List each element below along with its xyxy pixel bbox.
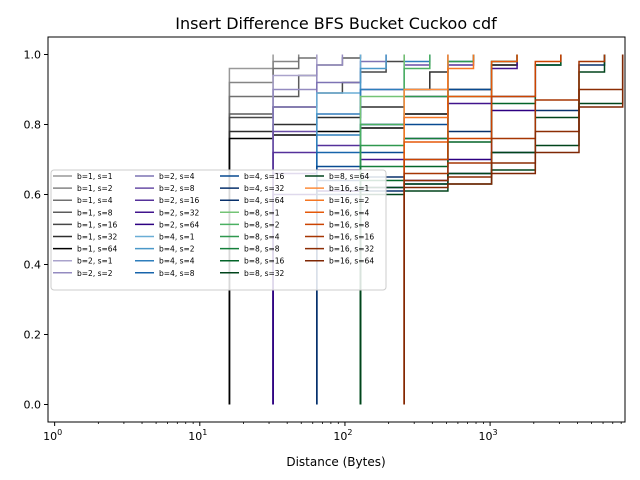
legend-label-28: b=16, s=1 [329, 184, 370, 193]
series-line-16 [316, 54, 431, 405]
y-tick-label-0: 0.0 [24, 399, 42, 412]
legend-label-31: b=16, s=8 [329, 220, 370, 229]
x-tick-exponent-1: 1 [202, 428, 207, 437]
series-line-23 [359, 54, 475, 405]
y-tick-label-2: 0.4 [24, 259, 42, 272]
legend: b=1, s=1 b=1, s=2 b=1, s=4 b=1, s=8 b=1, s=1… [50, 169, 387, 291]
plot-frame [47, 36, 626, 423]
legend-label-11: b=2, s=16 [159, 196, 200, 205]
x-tick-label-0: 100 [43, 428, 62, 443]
legend-label-0: b=1, s=1 [77, 172, 113, 181]
legend-label-16: b=4, s=4 [159, 257, 195, 266]
legend-label-8: b=2, s=2 [77, 269, 113, 278]
legend-label-19: b=4, s=32 [244, 184, 285, 193]
legend-label-15: b=4, s=2 [159, 245, 195, 254]
y-tick-label-5: 1.0 [24, 49, 42, 62]
legend-label-24: b=8, s=8 [244, 245, 280, 254]
series-layer [228, 54, 624, 405]
legend-label-34: b=16, s=64 [329, 257, 374, 266]
legend-label-30: b=16, s=4 [329, 208, 370, 217]
legend-label-1: b=1, s=2 [77, 184, 113, 193]
x-tick-exponent-0: 0 [57, 428, 62, 437]
y-tick-label-3: 0.6 [24, 189, 42, 202]
series-line-30 [403, 54, 518, 405]
series-line-34 [403, 54, 624, 405]
legend-label-26: b=8, s=32 [244, 269, 285, 278]
legend-label-7: b=2, s=1 [77, 257, 113, 266]
legend-label-14: b=4, s=1 [159, 233, 195, 242]
legend-label-20: b=4, s=64 [244, 196, 285, 205]
x-tick-label-3: 103 [479, 428, 498, 443]
x-tick-label-2: 102 [333, 428, 352, 443]
chart-title: Insert Difference BFS Bucket Cuckoo cdf [175, 14, 497, 33]
legend-label-17: b=4, s=8 [159, 269, 195, 278]
legend-label-22: b=8, s=2 [244, 220, 280, 229]
legend-label-3: b=1, s=8 [77, 208, 113, 217]
series-line-29 [403, 54, 475, 405]
series-line-33 [403, 54, 624, 405]
series-line-2 [228, 54, 318, 405]
legend-label-10: b=2, s=8 [159, 184, 195, 193]
y-tick-label-1: 0.2 [24, 329, 42, 342]
legend-label-6: b=1, s=64 [77, 245, 118, 254]
series-line-25 [359, 54, 562, 405]
legend-label-5: b=1, s=32 [77, 233, 118, 242]
legend-label-21: b=8, s=1 [244, 208, 280, 217]
x-axis-label: Distance (Bytes) [286, 455, 385, 469]
x-tick-label-1: 101 [188, 428, 207, 443]
legend-label-18: b=4, s=16 [244, 172, 285, 181]
legend-label-27: b=8, s=64 [329, 172, 370, 181]
y-tick-label-4: 0.8 [24, 119, 42, 132]
x-tick-exponent-3: 3 [493, 428, 498, 437]
legend-label-13: b=2, s=64 [159, 220, 200, 229]
legend-label-25: b=8, s=16 [244, 257, 285, 266]
series-line-9 [272, 54, 387, 405]
legend-label-9: b=2, s=4 [159, 172, 195, 181]
legend-label-2: b=1, s=4 [77, 196, 113, 205]
legend-label-12: b=2, s=32 [159, 208, 200, 217]
legend-label-29: b=16, s=2 [329, 196, 370, 205]
series-line-28 [403, 54, 449, 405]
legend-frame [50, 169, 387, 291]
series-line-32 [403, 54, 606, 405]
legend-label-32: b=16, s=16 [329, 233, 374, 242]
legend-label-4: b=1, s=16 [77, 220, 118, 229]
x-tick-exponent-2: 2 [347, 428, 352, 437]
legend-label-33: b=16, s=32 [329, 245, 374, 254]
series-line-31 [403, 54, 562, 405]
legend-label-23: b=8, s=4 [244, 233, 280, 242]
